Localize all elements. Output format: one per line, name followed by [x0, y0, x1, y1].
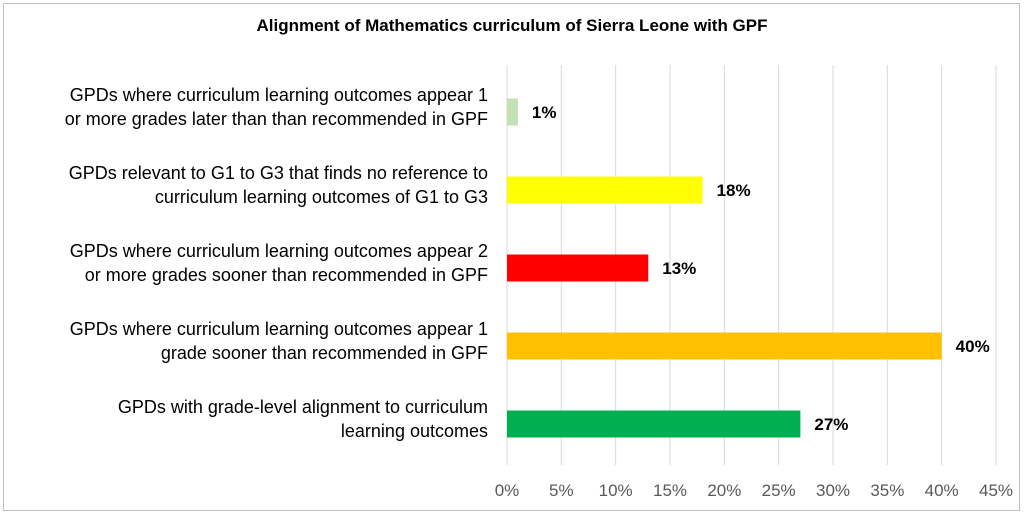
- x-tick-label: 35%: [870, 481, 904, 500]
- x-tick-label: 15%: [653, 481, 687, 500]
- category-label: learning outcomes: [341, 421, 488, 441]
- x-tick-label: 30%: [816, 481, 850, 500]
- bar: [507, 98, 518, 126]
- bar: [507, 176, 703, 204]
- bar: [507, 254, 649, 282]
- category-label: or more grades sooner than recommended i…: [85, 265, 488, 285]
- category-label: curriculum learning outcomes of G1 to G3: [155, 187, 488, 207]
- x-tick-label: 10%: [599, 481, 633, 500]
- data-label: 1%: [532, 103, 557, 122]
- data-label: 27%: [814, 415, 848, 434]
- category-label: GPDs relevant to G1 to G3 that finds no …: [69, 163, 488, 183]
- category-label: GPDs where curriculum learning outcomes …: [70, 319, 488, 339]
- x-tick-label: 0%: [495, 481, 520, 500]
- data-label: 40%: [956, 337, 990, 356]
- category-label: GPDs where curriculum learning outcomes …: [70, 85, 488, 105]
- bar: [507, 410, 801, 438]
- x-tick-label: 45%: [979, 481, 1013, 500]
- chart-title: Alignment of Mathematics curriculum of S…: [256, 16, 768, 35]
- bar: [507, 332, 942, 360]
- category-label: or more grades later than than recommend…: [65, 109, 488, 129]
- data-label: 13%: [662, 259, 696, 278]
- category-label: GPDs where curriculum learning outcomes …: [70, 241, 488, 261]
- x-tick-label: 20%: [707, 481, 741, 500]
- x-tick-label: 5%: [549, 481, 574, 500]
- category-label: GPDs with grade-level alignment to curri…: [118, 397, 488, 417]
- category-label: grade sooner than recommended in GPF: [161, 343, 488, 363]
- x-tick-label: 40%: [925, 481, 959, 500]
- data-label: 18%: [717, 181, 751, 200]
- x-tick-label: 25%: [762, 481, 796, 500]
